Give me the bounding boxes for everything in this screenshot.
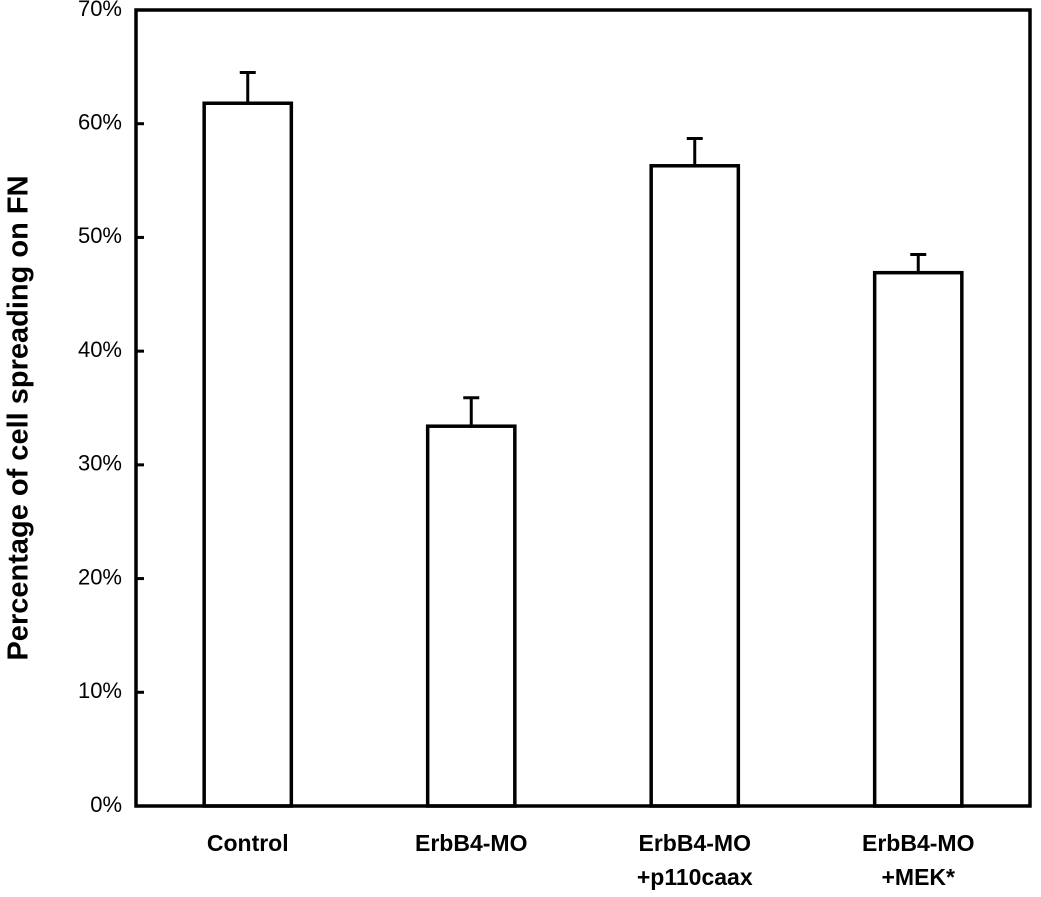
plot-frame: [134, 8, 1032, 808]
bar: [425, 424, 517, 808]
y-tick-label: 0%: [90, 792, 122, 817]
x-tick-label: ErbB4-MO +p110caax: [637, 830, 753, 890]
x-tick-label: Control: [207, 830, 289, 856]
y-tick-label: 40%: [78, 337, 122, 362]
y-tick-label: 60%: [78, 110, 122, 135]
bar: [202, 101, 294, 808]
y-tick-label: 10%: [78, 678, 122, 703]
y-tick-label: 20%: [78, 564, 122, 589]
y-tick-label: 30%: [78, 451, 122, 476]
x-tick-label: ErbB4-MO +MEK*: [862, 830, 974, 890]
y-axis-label: Percentage of cell spreading on FN: [3, 175, 35, 660]
x-tick-label: ErbB4-MO: [415, 830, 527, 856]
y-tick-label: 50%: [78, 223, 122, 248]
bar: [649, 164, 741, 808]
y-tick-label: 70%: [78, 0, 122, 21]
bar: [872, 270, 964, 808]
